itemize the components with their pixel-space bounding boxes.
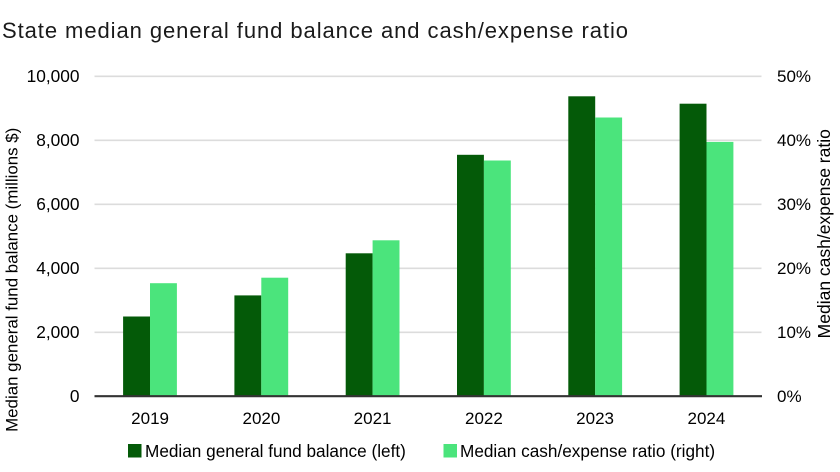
svg-text:8,000: 8,000	[36, 130, 79, 150]
svg-text:20%: 20%	[777, 259, 811, 278]
svg-text:0: 0	[70, 386, 80, 406]
svg-text:0%: 0%	[777, 387, 802, 406]
svg-text:2020: 2020	[242, 409, 280, 428]
svg-text:2024: 2024	[687, 409, 725, 428]
svg-text:Median cash/expense ratio (rig: Median cash/expense ratio (right)	[460, 441, 715, 461]
svg-text:6,000: 6,000	[36, 194, 79, 214]
svg-text:2,000: 2,000	[36, 322, 79, 342]
svg-text:2022: 2022	[465, 409, 503, 428]
svg-text:30%: 30%	[777, 195, 811, 214]
svg-text:2021: 2021	[354, 409, 392, 428]
svg-text:2019: 2019	[131, 409, 169, 428]
svg-text:4,000: 4,000	[36, 258, 79, 278]
svg-text:Median cash/expense ratio: Median cash/expense ratio	[814, 129, 834, 338]
svg-text:40%: 40%	[777, 131, 811, 150]
svg-text:50%: 50%	[777, 67, 811, 86]
svg-text:State median general fund bala: State median general fund balance and ca…	[2, 18, 629, 43]
svg-text:10%: 10%	[777, 323, 811, 342]
svg-text:Median general fund balance (m: Median general fund balance (millions $)	[3, 128, 22, 432]
svg-text:2023: 2023	[576, 409, 614, 428]
svg-text:Median general fund balance (l: Median general fund balance (left)	[145, 441, 406, 461]
svg-text:10,000: 10,000	[27, 66, 80, 86]
